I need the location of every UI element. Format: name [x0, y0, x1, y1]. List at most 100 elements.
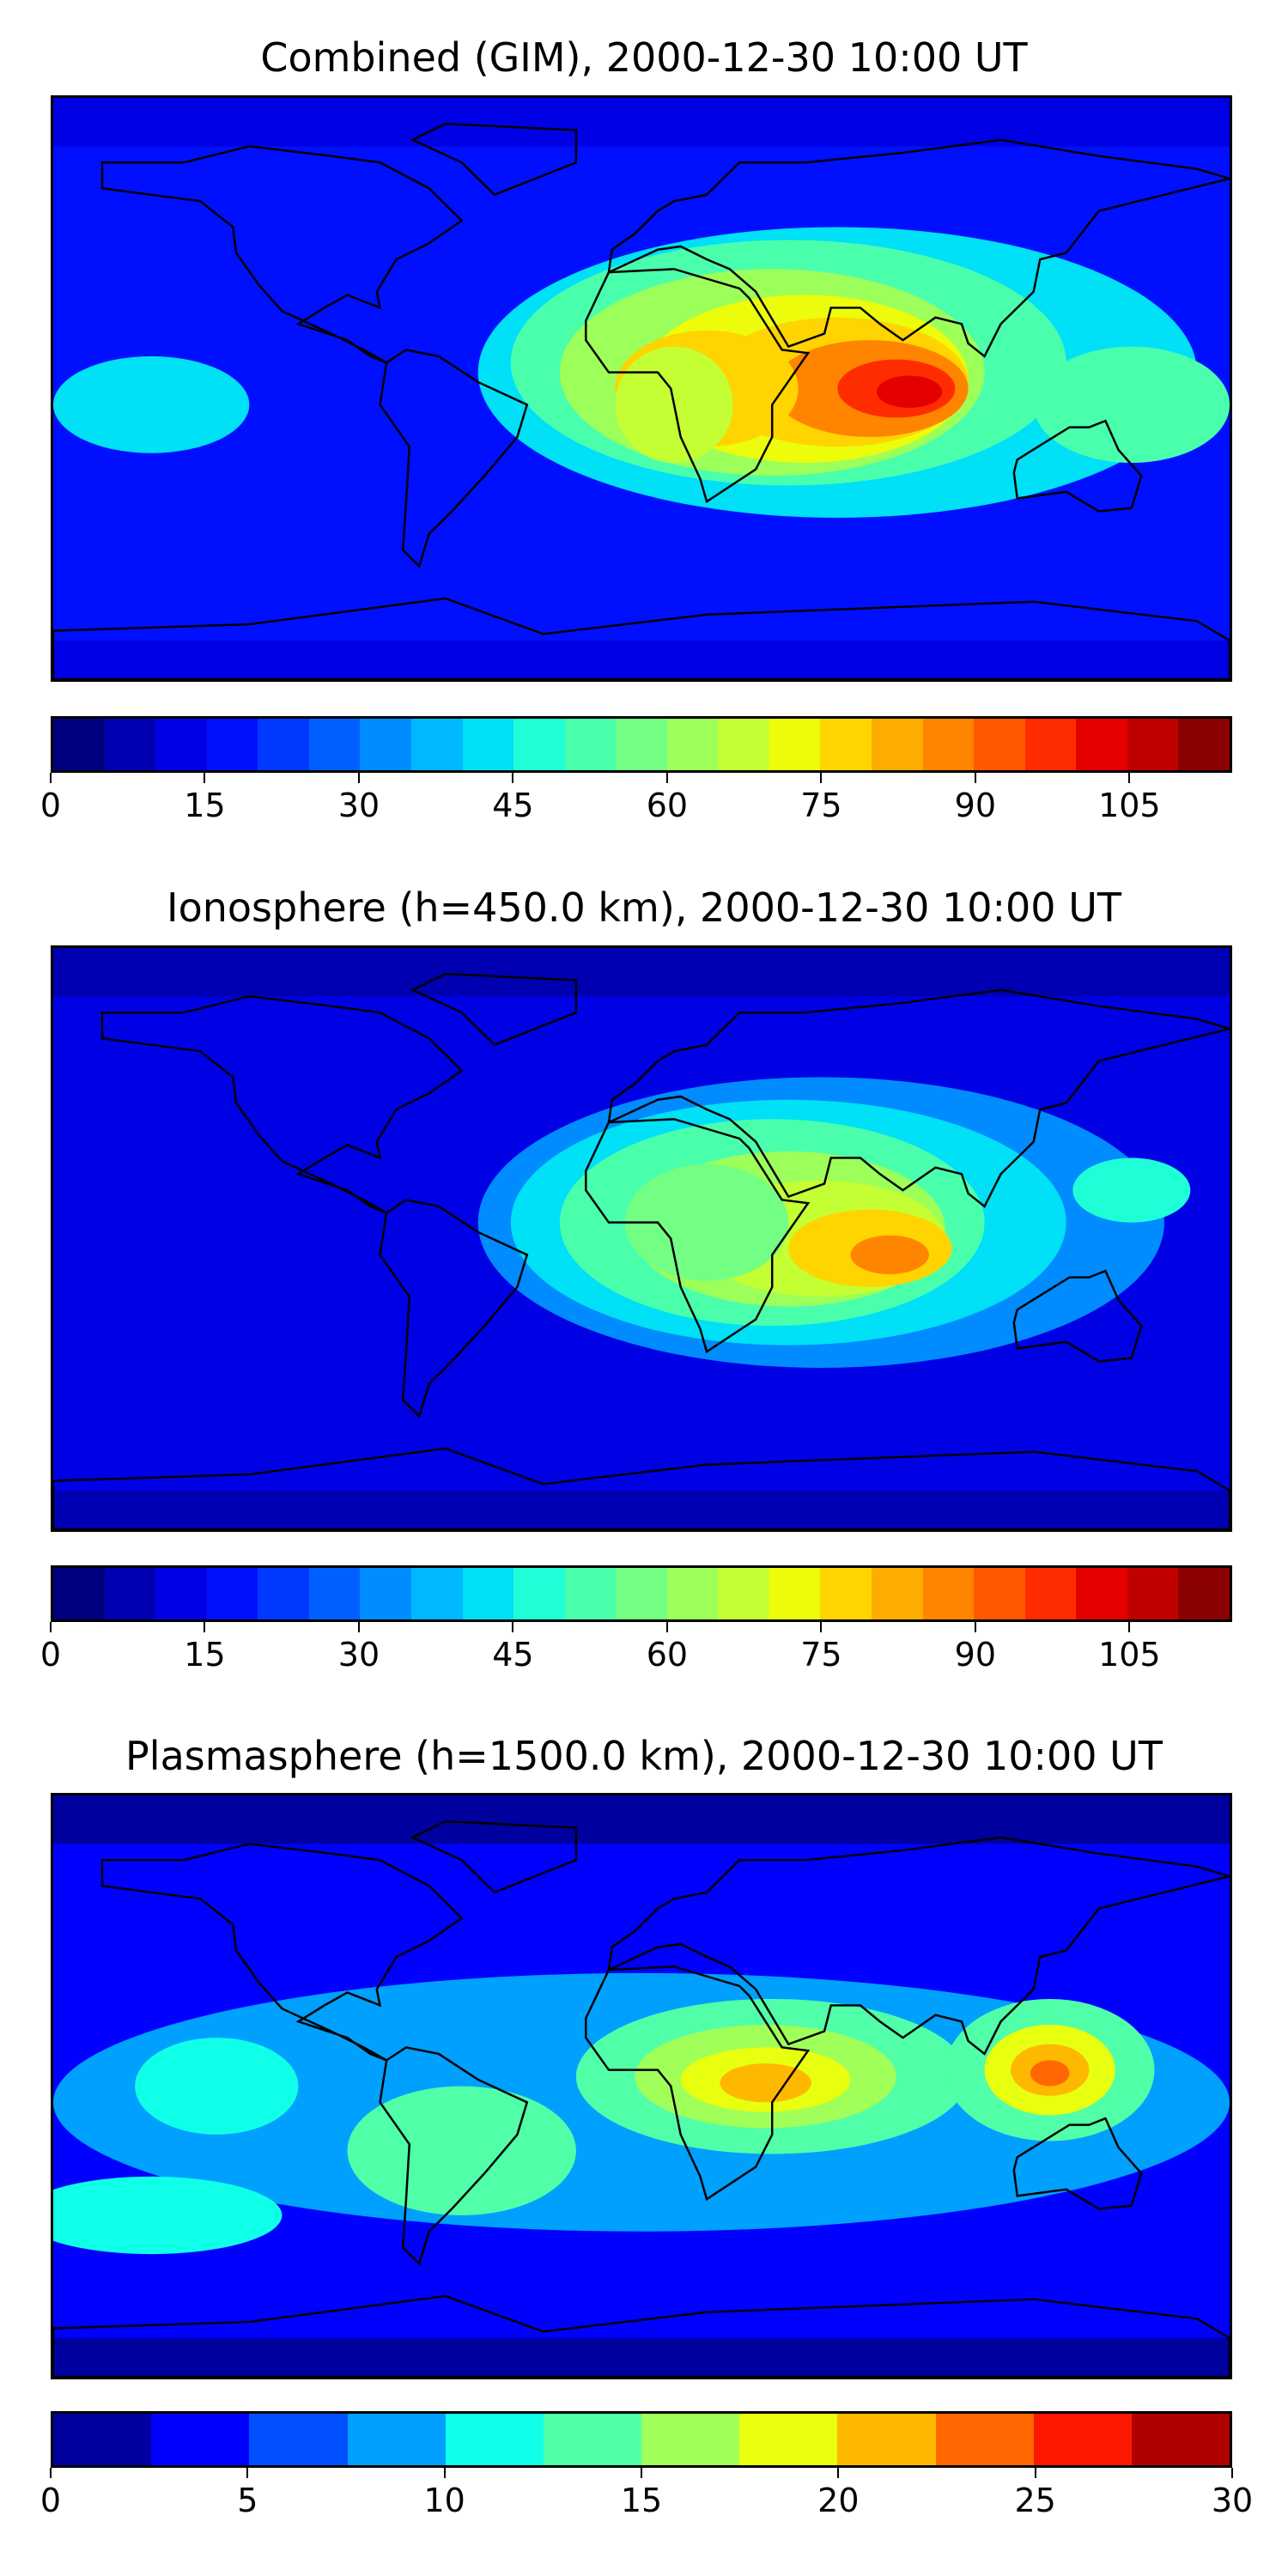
colorbar-segment [513, 719, 565, 770]
colorbar-segment [1131, 2414, 1230, 2465]
coastline [1012, 1269, 1143, 1363]
tick-label: 15 [184, 1636, 226, 1674]
coastline [100, 1843, 464, 2062]
colorbar-segment [258, 719, 309, 770]
colorbar-segment [1178, 719, 1230, 770]
colorbar [51, 2411, 1232, 2468]
colorbar-segment [1024, 1568, 1077, 1619]
colorbar-segment [666, 719, 719, 770]
tick-label: 30 [337, 787, 380, 824]
colorbar-segment [820, 1568, 872, 1619]
colorbar-segment [151, 2414, 250, 2465]
colorbar-segment [1178, 1568, 1230, 1619]
tick-mark [204, 773, 206, 783]
tick-mark [665, 1622, 668, 1632]
tick-label: 25 [1014, 2482, 1056, 2519]
colorbar-segment [616, 719, 667, 770]
tick-label: 75 [800, 1636, 842, 1674]
tick-label: 105 [1098, 787, 1161, 824]
coastline [607, 138, 1230, 358]
coastline [53, 597, 1230, 679]
tick-label: 105 [1098, 1636, 1161, 1674]
tick-label: 15 [184, 787, 226, 824]
polar-band [53, 1490, 1230, 1529]
tick-label: 75 [800, 787, 842, 824]
colorbar-segment [769, 719, 821, 770]
colorbar-segment [935, 2414, 1034, 2465]
colorbar-ticks: 0 15 30 45 60 75 90 105 [40, 773, 1232, 824]
tick-mark [50, 773, 52, 783]
colorbar-segment [462, 1568, 514, 1619]
tick-label: 45 [492, 787, 534, 824]
coastline [379, 349, 529, 568]
tick-mark [357, 773, 360, 783]
tick-label: 30 [337, 1636, 380, 1674]
tick-mark [820, 1622, 823, 1632]
tick-mark [50, 1622, 52, 1632]
coastline [379, 2046, 529, 2266]
colorbar-segment [666, 1568, 719, 1619]
colorbar-segment [53, 2414, 152, 2465]
map-svg [53, 98, 1230, 679]
contour-region [1072, 1157, 1191, 1223]
tick-mark [246, 2468, 249, 2478]
tick-label: 20 [817, 2482, 860, 2519]
colorbar-segment [564, 1568, 617, 1619]
panel-title: Combined (GIM), 2000-12-30 10:00 UT [260, 34, 1028, 81]
contour-region [135, 2038, 299, 2135]
colorbar-ticks: 0 15 30 45 60 75 90 105 [40, 1622, 1232, 1674]
colorbar-segment [155, 719, 207, 770]
coastline [585, 268, 811, 504]
panel-title: Plasmasphere (h=1500.0 km), 2000-12-30 1… [125, 1733, 1163, 1779]
tick-mark [1231, 2468, 1233, 2478]
colorbar-ticks: 0 5 10 15 20 25 30 [40, 2468, 1253, 2519]
colorbar-segment [718, 1568, 769, 1619]
tick-label: 60 [646, 787, 689, 824]
colorbar-segment [820, 719, 872, 770]
tick-label: 0 [39, 1636, 62, 1674]
colorbar-segment [155, 1568, 207, 1619]
colorbar-segment [872, 719, 923, 770]
colorbar-segment [308, 1568, 361, 1619]
tick-mark [641, 2468, 642, 2478]
tec-map [51, 1793, 1232, 2379]
contour-region [850, 1235, 929, 1274]
tick-mark [50, 2468, 52, 2478]
colorbar-segment [922, 719, 975, 770]
colorbar-segment [53, 719, 105, 770]
colorbar-segment [641, 2414, 740, 2465]
colorbar-segment [410, 1568, 463, 1619]
colorbar-segment [974, 719, 1025, 770]
polar-band [53, 948, 1230, 997]
colorbar-segment [104, 1568, 156, 1619]
colorbar-segment [53, 1568, 105, 1619]
tec-map [51, 95, 1232, 682]
colorbar-segment [922, 1568, 975, 1619]
contour-region [347, 2086, 576, 2215]
colorbar-segment [258, 1568, 309, 1619]
colorbar-segment [718, 719, 769, 770]
colorbar-segment [360, 1568, 411, 1619]
coastline [53, 1447, 1230, 1529]
colorbar-segment [410, 719, 463, 770]
colorbar-segment [769, 1568, 821, 1619]
colorbar-segment [249, 2414, 348, 2465]
colorbar-segment [347, 2414, 446, 2465]
coastline [585, 1965, 811, 2202]
tick-mark [837, 2468, 840, 2478]
tick-label: 90 [954, 1636, 997, 1674]
tick-label: 30 [1211, 2482, 1254, 2519]
contour-region [1030, 2060, 1070, 2087]
coastline [379, 1199, 529, 1419]
colorbar-segment [1127, 1568, 1179, 1619]
colorbar-segment [206, 1568, 258, 1619]
tick-mark [204, 1622, 206, 1632]
coastline [410, 1820, 578, 1894]
colorbar-segment [462, 719, 514, 770]
tick-mark [1128, 773, 1131, 783]
tec-map [51, 945, 1232, 1532]
contour-region [1033, 346, 1230, 463]
polar-band [53, 1795, 1230, 1844]
coastline [410, 122, 578, 197]
colorbar-segment [837, 2414, 936, 2465]
